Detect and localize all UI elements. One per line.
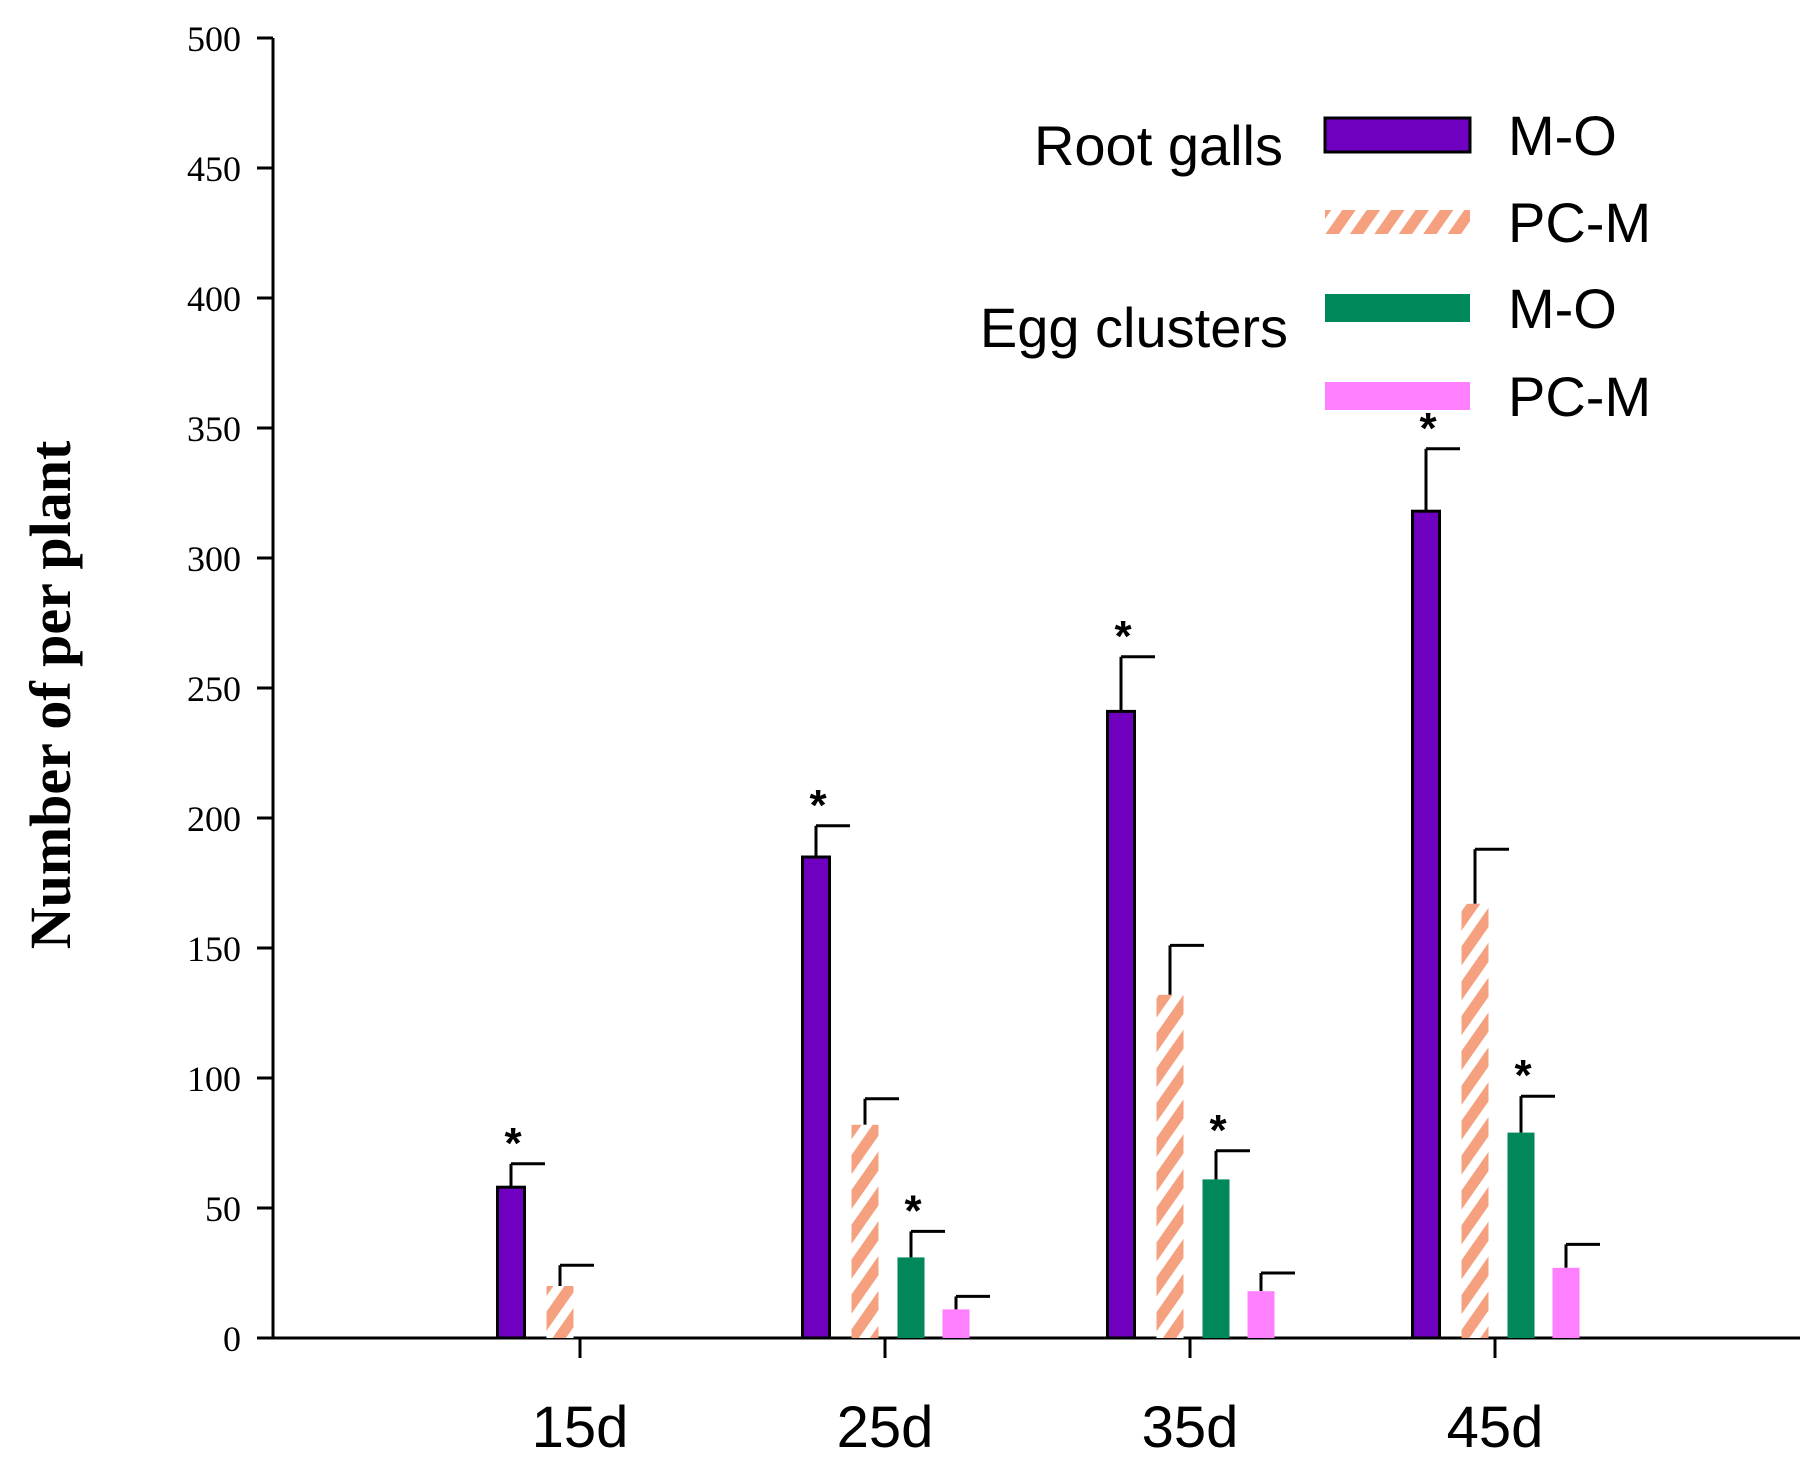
- legend-swatch: [1325, 294, 1470, 322]
- significance-star: *: [504, 1119, 522, 1168]
- y-axis-title: Number of per plant: [18, 440, 83, 949]
- bar: [1156, 994, 1184, 1338]
- bar: [1507, 1132, 1535, 1338]
- bar: [1106, 709, 1136, 1340]
- significance-star: *: [1209, 1106, 1227, 1155]
- legend-group-label: Root galls: [1034, 114, 1283, 177]
- legend: M-O PC-M M-O PC-M Root galls Egg clusters: [980, 104, 1651, 428]
- significance-star: *: [1419, 404, 1437, 453]
- x-tick-label: 45d: [1447, 1395, 1544, 1460]
- bars-layer: * * * * * * *: [496, 404, 1600, 1340]
- bar: [1247, 1291, 1275, 1338]
- y-tick-label: 100: [187, 1059, 241, 1099]
- legend-series-label: PC-M: [1508, 191, 1651, 254]
- legend-series-label: PC-M: [1508, 365, 1651, 428]
- y-tick-label: 500: [187, 19, 241, 59]
- bar: [1461, 903, 1489, 1338]
- y-tick-label: 150: [187, 929, 241, 969]
- bar: [1202, 1179, 1230, 1338]
- significance-star: *: [809, 781, 827, 830]
- x-tick-label: 15d: [532, 1395, 629, 1460]
- y-tick-label: 0: [223, 1319, 241, 1359]
- bar: [1552, 1267, 1580, 1338]
- x-tick-label: 35d: [1142, 1395, 1239, 1460]
- legend-group-label: Egg clusters: [980, 296, 1288, 359]
- y-tick-label: 250: [187, 669, 241, 709]
- legend-series-label: M-O: [1508, 277, 1617, 340]
- bar: [942, 1309, 970, 1338]
- y-tick-label: 350: [187, 409, 241, 449]
- y-tick-label: 450: [187, 149, 241, 189]
- bar: [801, 855, 831, 1340]
- significance-star: *: [1514, 1051, 1532, 1100]
- x-tick-label: 25d: [837, 1395, 934, 1460]
- legend-swatch: [1325, 382, 1470, 410]
- significance-star: *: [1114, 612, 1132, 661]
- legend-series-label: M-O: [1508, 104, 1617, 167]
- legend-swatch: [1325, 210, 1470, 234]
- bar: [546, 1286, 574, 1338]
- y-tick-label: 400: [187, 279, 241, 319]
- bar: [496, 1185, 526, 1340]
- bar: [1411, 509, 1441, 1340]
- bar: [897, 1257, 925, 1338]
- y-tick-label: 50: [205, 1189, 241, 1229]
- legend-swatch: [1323, 116, 1472, 154]
- axes: 0 50 100 150 200 250 300 350 400 450 500 Number of …: [18, 19, 1800, 1460]
- y-tick-label: 200: [187, 799, 241, 839]
- significance-star: *: [904, 1186, 922, 1235]
- bar: [851, 1124, 879, 1338]
- y-tick-label: 300: [187, 539, 241, 579]
